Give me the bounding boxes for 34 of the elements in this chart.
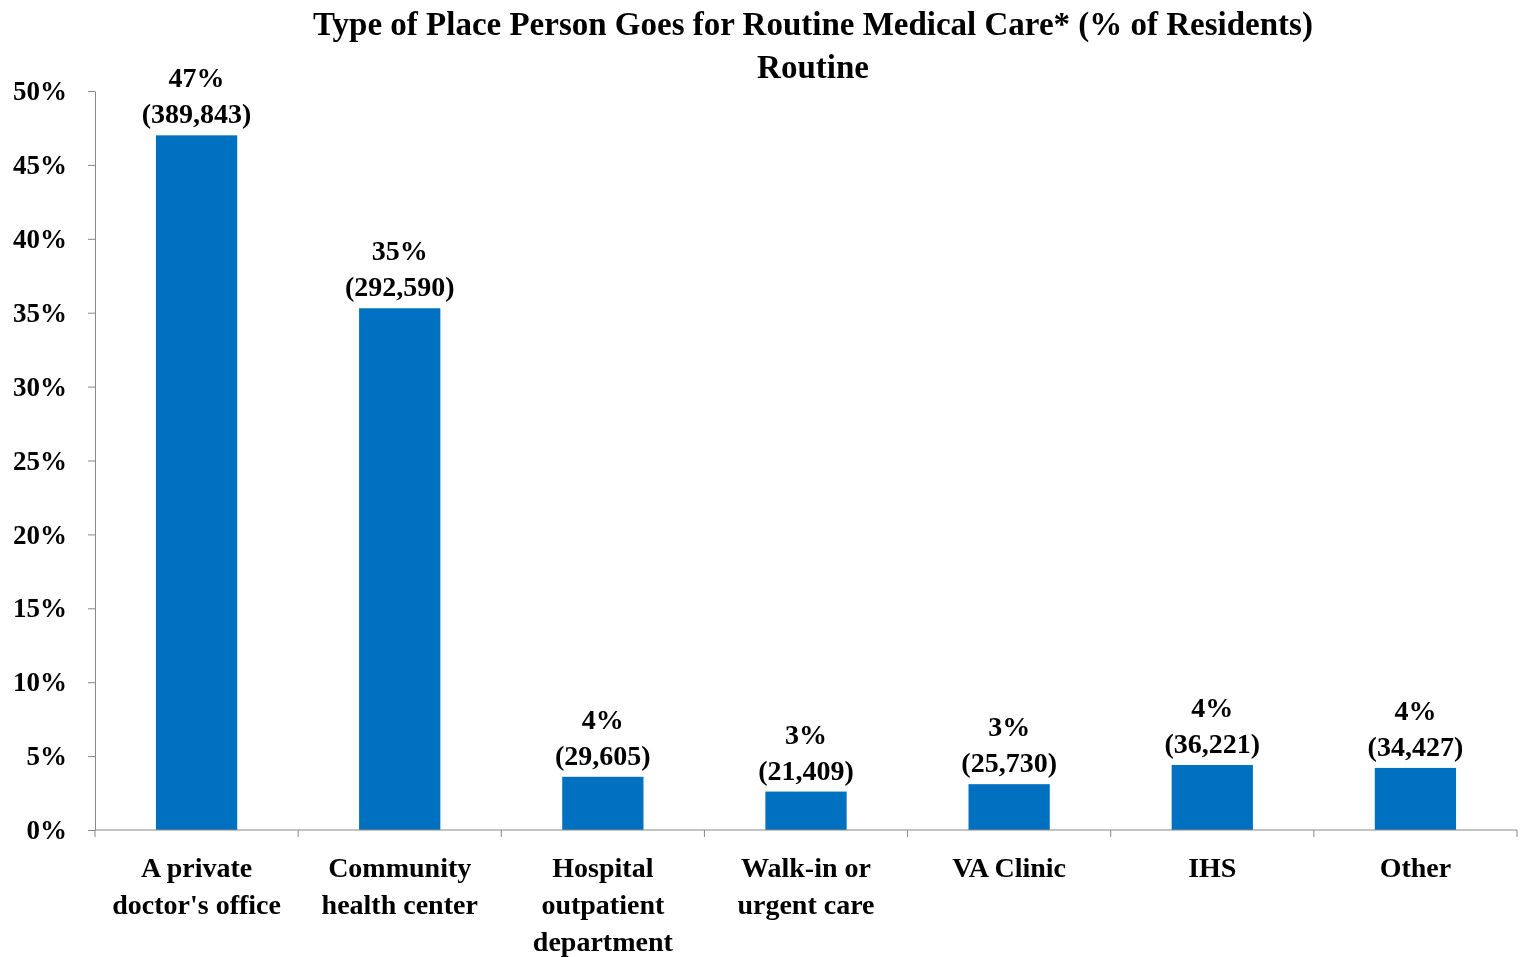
y-tick-label: 10% (13, 667, 67, 698)
chart-subtitle: Routine (757, 49, 869, 85)
x-tick-label: Community health center (321, 852, 478, 920)
x-tick-label: Hospital outpatient department (532, 852, 674, 957)
data-label: 4% (36,221) (1164, 691, 1261, 759)
x-tick-label: A private doctor's office (112, 852, 281, 920)
chart-title: Type of Place Person Goes for Routine Medical Care* (% of Residents) (313, 6, 1313, 43)
bar (359, 308, 441, 830)
y-tick-label: 45% (13, 150, 67, 181)
bar (562, 776, 644, 830)
x-tick-label: Other (1379, 852, 1452, 883)
data-label: 4% (34,427) (1367, 694, 1464, 762)
x-tick-label: Walk-in or urgent care (737, 852, 875, 920)
bar (765, 791, 847, 830)
data-label: 4% (29,605) (555, 703, 651, 771)
bar (968, 784, 1050, 830)
y-tick-label: 5% (26, 741, 67, 772)
bar (1374, 767, 1457, 830)
y-tick-label: 40% (13, 223, 67, 254)
data-label: 3% (21,409) (758, 718, 854, 786)
y-tick-label: 0% (26, 815, 67, 846)
bar (155, 135, 238, 830)
bar (1171, 764, 1253, 830)
y-tick-label: 15% (13, 593, 67, 624)
data-label: 3% (25,730) (961, 711, 1057, 779)
y-tick-label: 35% (13, 297, 67, 328)
y-tick-label: 50% (13, 76, 67, 107)
y-tick-label: 30% (13, 371, 67, 402)
y-tick-label: 20% (13, 519, 67, 550)
x-tick-label: VA Clinic (952, 852, 1067, 883)
data-label: 47% (389,843) (141, 62, 252, 130)
x-tick-label: IHS (1188, 852, 1237, 883)
data-label: 35% (292,590) (344, 235, 455, 303)
y-tick-label: 25% (13, 445, 67, 476)
